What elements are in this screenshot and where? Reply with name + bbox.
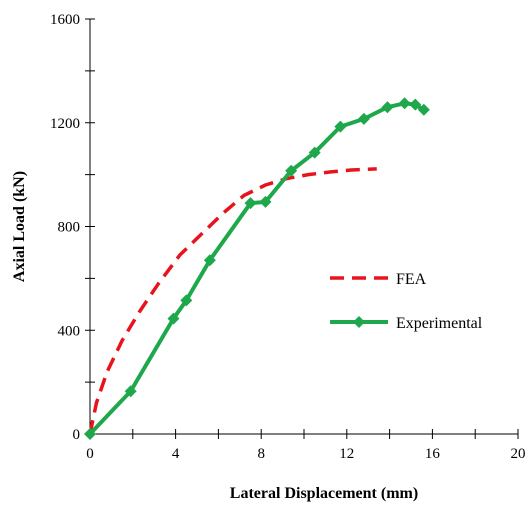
axes: 0 400 800 1200 1600 0 4 8 12 16 20 <box>50 12 526 462</box>
data-point <box>285 164 298 177</box>
data-point <box>244 197 257 210</box>
x-tick-label: 0 <box>86 446 94 462</box>
series-layer <box>84 97 430 440</box>
data-point <box>167 312 180 325</box>
x-tick-label: 12 <box>339 446 354 462</box>
series-fea <box>88 167 377 435</box>
y-tick-label: 1200 <box>50 116 80 132</box>
series-line-experimental <box>88 101 425 436</box>
data-point <box>381 101 394 114</box>
data-point <box>259 195 272 208</box>
legend: FEA Experimental <box>330 271 483 332</box>
data-point <box>124 385 137 398</box>
x-tick-label: 20 <box>511 446 526 462</box>
series-experimental <box>84 97 430 440</box>
data-point <box>417 103 430 116</box>
data-point <box>334 120 347 133</box>
x-tick-label: 4 <box>172 446 180 462</box>
legend-marker <box>353 316 365 328</box>
data-point <box>409 98 422 111</box>
data-point <box>203 254 216 267</box>
y-tick-label: 800 <box>58 220 81 236</box>
x-tick-label: 8 <box>257 446 265 462</box>
data-point <box>357 112 370 125</box>
data-point <box>84 428 96 440</box>
legend-item-fea: FEA <box>330 271 427 288</box>
legend-label: FEA <box>396 271 427 288</box>
data-point <box>398 97 411 110</box>
y-tick-label: 400 <box>58 323 81 339</box>
series-line-fea <box>88 167 377 435</box>
x-tick-label: 16 <box>425 446 441 462</box>
legend-item-experimental: Experimental <box>330 315 483 332</box>
y-tick-label: 0 <box>73 427 81 443</box>
legend-label: Experimental <box>396 315 483 332</box>
x-axis-title: Lateral Displacement (mm) <box>230 485 418 502</box>
data-point <box>180 294 193 307</box>
y-tick-label: 1600 <box>50 12 80 28</box>
data-point <box>308 146 321 159</box>
y-axis-title: Axial Load (kN) <box>11 171 28 282</box>
